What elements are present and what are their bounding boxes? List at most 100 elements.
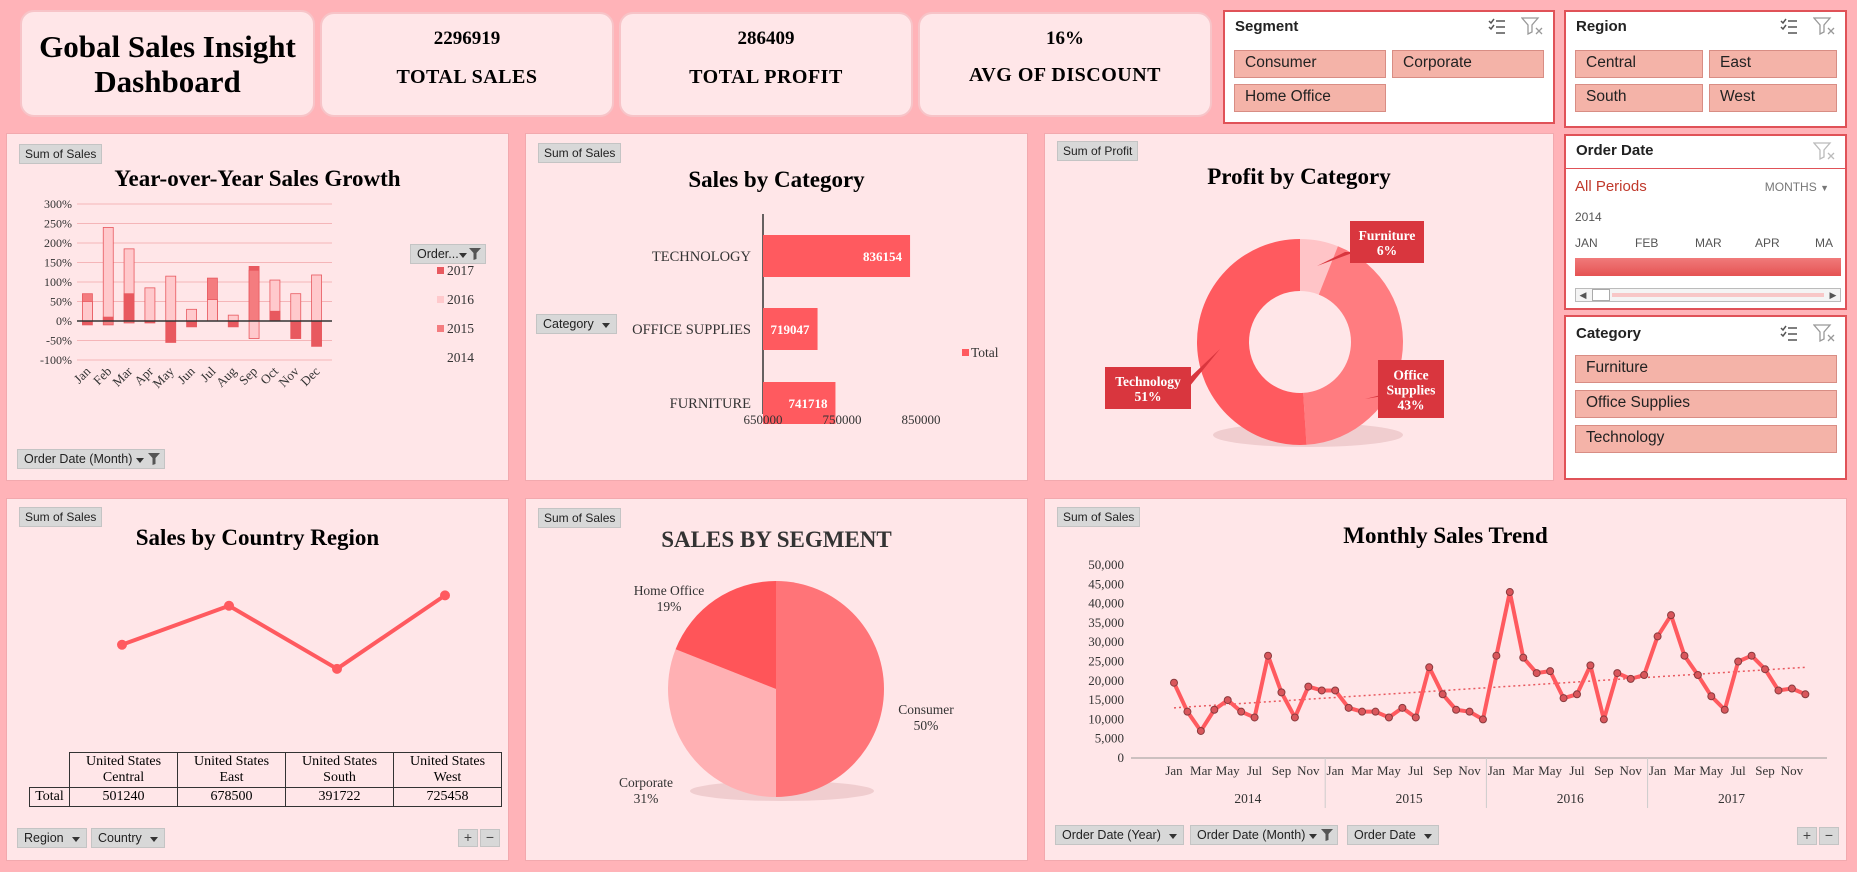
callout-label: Supplies <box>1387 383 1436 398</box>
data-point <box>1532 669 1541 678</box>
chart-title: SALES BY SEGMENT <box>661 527 892 552</box>
y-tick-label: 0% <box>56 314 72 328</box>
collapse-button[interactable]: − <box>480 829 500 847</box>
legend-label: 2016 <box>447 292 474 307</box>
x-tick-label: Sep <box>1433 763 1453 778</box>
legend-label: 2017 <box>447 264 474 278</box>
data-point <box>1425 663 1434 672</box>
segment-item-corporate[interactable]: Corporate <box>1392 50 1544 78</box>
region-item-west[interactable]: West <box>1709 84 1837 112</box>
segment-item-consumer[interactable]: Consumer <box>1234 50 1386 78</box>
expand-button[interactable]: + <box>458 829 478 847</box>
table-header-cell: United States South <box>285 752 394 788</box>
order-month-legend-filter[interactable]: Order... <box>410 244 486 264</box>
scroll-left-icon[interactable]: ◀ <box>1579 290 1587 300</box>
category-label: FURNITURE <box>670 396 752 412</box>
chart-title: Sales by Category <box>688 167 865 192</box>
sum-of-sales-chip[interactable]: Sum of Sales <box>1057 507 1141 527</box>
cell-text: United States <box>85 754 162 769</box>
year-label: 2017 <box>1718 791 1745 806</box>
clear-filter-icon[interactable] <box>1813 17 1835 35</box>
bar <box>290 320 302 339</box>
country-filter[interactable]: Country <box>91 828 165 848</box>
category-item-office-supplies[interactable]: Office Supplies <box>1575 390 1837 418</box>
callout-label: 6% <box>1377 243 1397 258</box>
region-item-east[interactable]: East <box>1709 50 1837 78</box>
region-line-chart <box>117 590 450 674</box>
y-tick-label: 0 <box>1118 750 1125 765</box>
category-filter[interactable]: Category <box>536 314 617 334</box>
data-point <box>1237 707 1246 716</box>
title-line-1: Gobal Sales Insight <box>39 28 296 64</box>
sum-of-sales-chip[interactable]: Sum of Sales <box>538 508 622 528</box>
kpi-total-profit: 286409 TOTAL PROFIT <box>619 12 913 117</box>
yoy-chart: 300% 250% 200% 150% 100% 50% 0% -50% -100%JanFeb… <box>40 197 332 391</box>
category-sales-panel: Sum of Sales Sales by Category Category … <box>525 133 1028 481</box>
filter-label: Order Date <box>1354 828 1416 842</box>
clear-filter-icon[interactable] <box>1813 324 1835 342</box>
kpi-value: 2296919 <box>433 28 501 49</box>
scroll-right-icon[interactable]: ▶ <box>1829 290 1837 300</box>
multi-select-icon[interactable] <box>1487 17 1507 35</box>
bar <box>763 235 911 277</box>
data-point <box>1317 686 1326 695</box>
y-tick-label: 25,000 <box>1088 654 1124 669</box>
order-date-year-filter[interactable]: Order Date (Year) <box>1055 825 1184 845</box>
sum-of-profit-chip[interactable]: Sum of Profit <box>1057 141 1139 161</box>
timeline-unit-dropdown[interactable]: MONTHS ▼ <box>1765 180 1829 194</box>
scroll-thumb[interactable] <box>1592 289 1610 301</box>
table-row: Total 501240 678500 391722 725458 <box>29 787 502 807</box>
data-point <box>1250 713 1259 722</box>
order-date-month-filter[interactable]: Order Date (Month) <box>17 449 166 469</box>
filter-label: Order Date (Year) <box>1062 828 1161 842</box>
chevron-down-icon <box>71 837 80 842</box>
sum-of-sales-chip[interactable]: Sum of Sales <box>19 144 103 164</box>
region-data-table: United States Central United States East U… <box>29 752 502 807</box>
category-item-furniture[interactable]: Furniture <box>1575 355 1837 383</box>
clear-filter-icon[interactable] <box>1813 142 1835 160</box>
yoy-legend: 2017 2016 2015 2014 <box>436 264 474 365</box>
order-date-month-filter[interactable]: Order Date (Month) <box>1190 825 1339 845</box>
cell-text: South <box>323 770 356 785</box>
month-label: MAR <box>1695 236 1722 250</box>
data-point <box>1640 671 1649 680</box>
country-region-panel: Sum of Sales Sales by Country Region Uni… <box>6 498 509 861</box>
bar <box>207 299 218 322</box>
collapse-button[interactable]: − <box>1819 827 1839 845</box>
sum-of-sales-chip[interactable]: Sum of Sales <box>19 507 103 527</box>
table-cell: 678500 <box>177 787 286 807</box>
chart-title: Sales by Country Region <box>135 525 380 550</box>
timeline-scrollbar[interactable]: ◀ ▶ <box>1575 288 1841 302</box>
chevron-down-icon <box>601 323 610 328</box>
legend-label: 2014 <box>447 350 474 365</box>
expand-button[interactable]: + <box>1797 827 1817 845</box>
category-slicer-title: Category <box>1576 325 1642 342</box>
region-item-central[interactable]: Central <box>1575 50 1703 78</box>
order-date-filter[interactable]: Order Date <box>1347 825 1439 845</box>
multi-select-icon[interactable] <box>1779 324 1799 342</box>
region-item-south[interactable]: South <box>1575 84 1703 112</box>
series-line <box>1172 590 1807 733</box>
legend-label: 2015 <box>447 321 474 336</box>
clear-filter-icon[interactable] <box>1521 17 1543 35</box>
data-point <box>1398 703 1407 712</box>
multi-select-icon[interactable] <box>1779 17 1799 35</box>
y-tick-label: 20,000 <box>1088 673 1124 688</box>
category-label: OFFICE SUPPLIES <box>632 322 751 338</box>
chart-title: Monthly Sales Trend <box>1343 523 1548 548</box>
sum-of-sales-chip[interactable]: Sum of Sales <box>538 143 622 163</box>
data-point <box>1371 707 1380 716</box>
callout-label: 51% <box>1135 389 1162 404</box>
slice-label: Corporate <box>619 775 673 790</box>
timeline-bar[interactable] <box>1575 258 1841 276</box>
callout-box <box>1350 221 1424 263</box>
region-filter[interactable]: Region <box>17 828 87 848</box>
bar <box>248 269 260 322</box>
filter-label: Country <box>98 831 142 845</box>
segment-item-home-office[interactable]: Home Office <box>1234 84 1386 112</box>
category-item-technology[interactable]: Technology <box>1575 425 1837 453</box>
kpi-avg-discount: 16% AVG OF DISCOUNT <box>918 12 1212 117</box>
y-tick-label: 35,000 <box>1088 615 1124 630</box>
